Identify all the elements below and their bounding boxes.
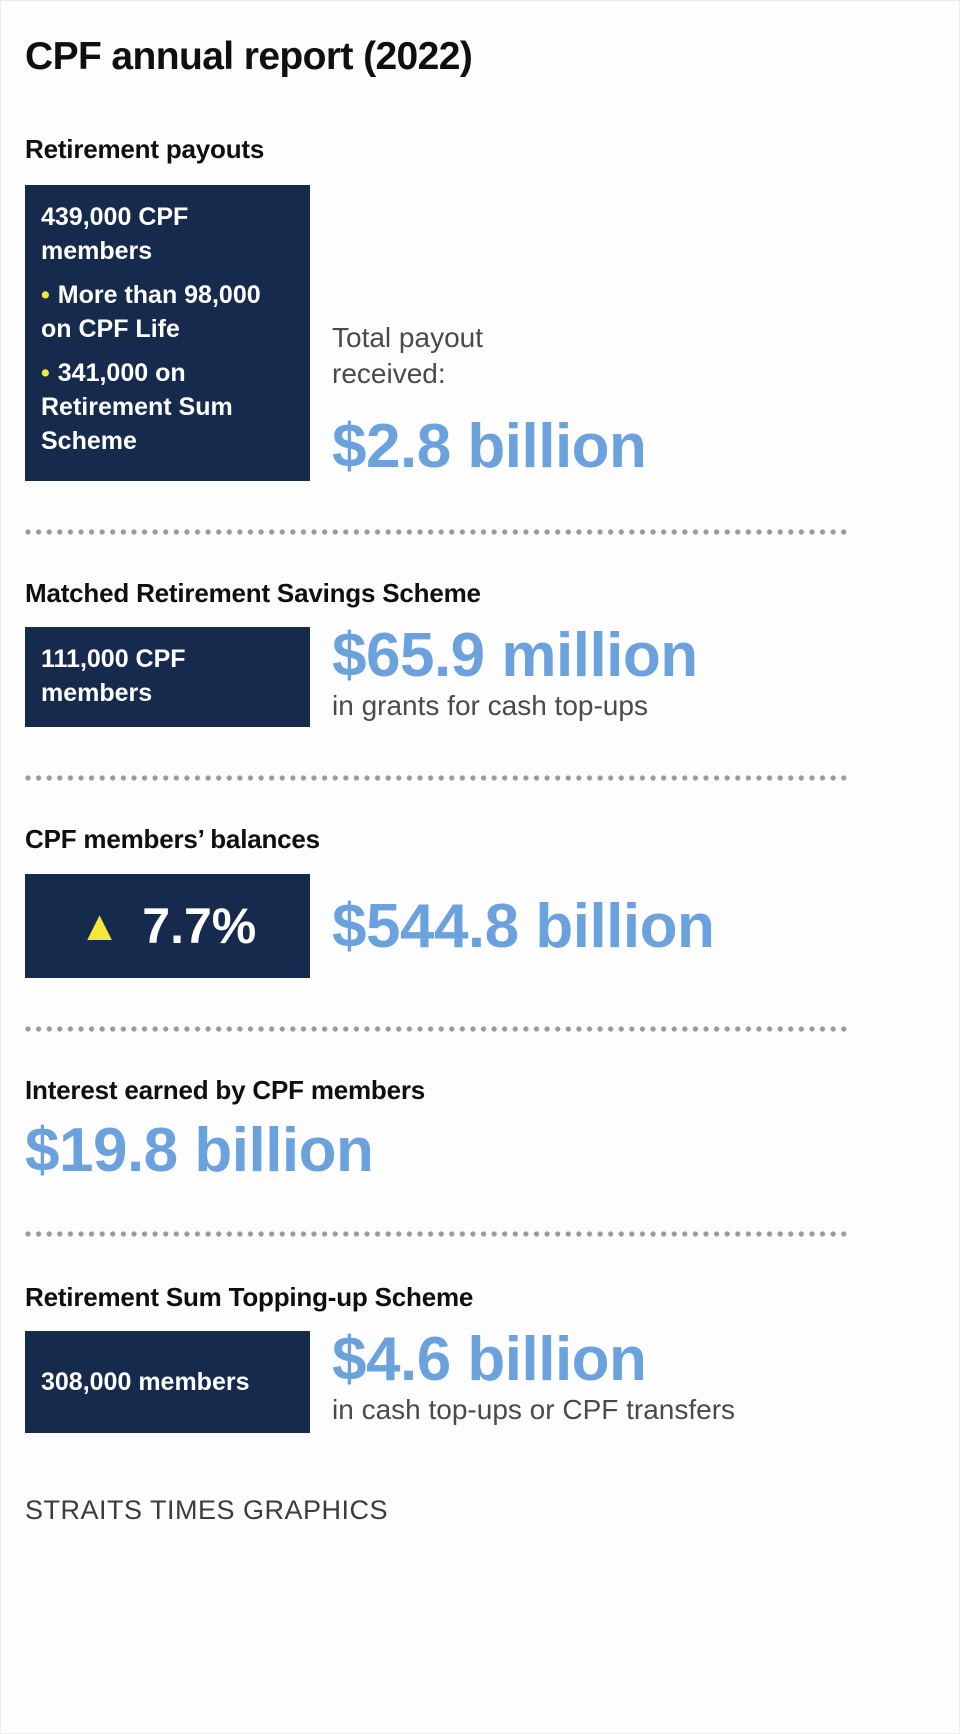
matched-scheme-content: 111,000 CPF members $65.9 million in gra…	[25, 622, 935, 727]
members-count: 439,000 CPF members	[41, 202, 189, 265]
members-count: 111,000 CPF members	[41, 644, 186, 707]
balances-content: ▲ 7.7% $544.8 billion	[25, 874, 935, 979]
members-count: 308,000 members	[41, 1368, 250, 1397]
bullet-dot-icon: •	[41, 358, 50, 387]
section-heading-retirement-payouts: Retirement payouts	[25, 133, 265, 164]
section-heading-matched-retirement-savings: Matched Retirement Savings Scheme	[25, 577, 481, 608]
retirement-payouts-content: 439,000 CPF members • More than 98,000 on…	[25, 184, 935, 481]
balances-value-block: $544.8 billion	[332, 891, 715, 961]
topups-value: $4.6 billion	[332, 1325, 647, 1395]
dotted-divider	[25, 1231, 847, 1238]
section-heading-members-balances: CPF members’ balances	[25, 823, 320, 854]
page-title: CPF annual report (2022)	[25, 35, 473, 78]
cpf-annual-report-infographic: CPF annual report (2022) Retirement payo…	[25, 35, 935, 1526]
section-heading-interest-earned: Interest earned by CPF members	[25, 1075, 426, 1106]
section-heading-retirement-sum-topping-up: Retirement Sum Topping-up Scheme	[25, 1282, 474, 1313]
section-members-balances: CPF members’ balances ▲ 7.7% $544.8 bill…	[25, 823, 935, 979]
section-retirement-sum-topping-up: Retirement Sum Topping-up Scheme 308,000…	[25, 1282, 935, 1434]
topups-caption: in cash top-ups or CPF transfers	[332, 1394, 736, 1426]
grants-value: $65.9 million	[332, 620, 698, 690]
bullet-item-retirement-sum: • 341,000 on Retirement Sum Scheme	[41, 356, 294, 458]
bullet-item-cpf-life: • More than 98,000 on CPF Life	[41, 278, 294, 346]
section-matched-retirement-savings: Matched Retirement Savings Scheme 111,00…	[25, 577, 935, 727]
stat-box-matched-scheme: 111,000 CPF members	[25, 626, 310, 727]
grants-block: $65.9 million in grants for cash top-ups	[332, 620, 698, 724]
dotted-divider	[25, 1026, 847, 1033]
stat-box-balances: ▲ 7.7%	[25, 874, 310, 979]
bullet-text-retirement-sum: 341,000 on Retirement Sum Scheme	[41, 358, 233, 455]
dotted-divider	[25, 774, 847, 781]
bullet-dot-icon: •	[41, 280, 50, 309]
total-payout-label: Total payout received:	[332, 321, 483, 389]
topups-block: $4.6 billion in cash top-ups or CPF tran…	[332, 1327, 735, 1428]
stat-box-topping-up: 308,000 members	[25, 1331, 310, 1434]
stat-box-retirement-payouts: 439,000 CPF members • More than 98,000 on…	[25, 184, 310, 481]
balances-value: $544.8 billion	[332, 891, 715, 961]
footer-credit: STRAITS TIMES GRAPHICS	[25, 1495, 389, 1526]
section-interest-earned: Interest earned by CPF members $19.8 bil…	[25, 1075, 935, 1186]
dotted-divider	[25, 528, 847, 535]
balance-change-percent: 7.7%	[142, 898, 257, 955]
up-arrow-icon: ▲	[78, 902, 121, 950]
bullet-text-cpf-life: More than 98,000 on CPF Life	[41, 280, 261, 343]
total-payout-value: $2.8 billion	[332, 411, 647, 481]
grants-caption: in grants for cash top-ups	[332, 689, 648, 721]
interest-earned-value: $19.8 billion	[25, 1116, 374, 1186]
topping-up-content: 308,000 members $4.6 billion in cash top…	[25, 1327, 935, 1434]
total-payout-block: Total payout received: $2.8 billion	[332, 320, 647, 481]
section-retirement-payouts: Retirement payouts 439,000 CPF members •…	[25, 133, 935, 481]
